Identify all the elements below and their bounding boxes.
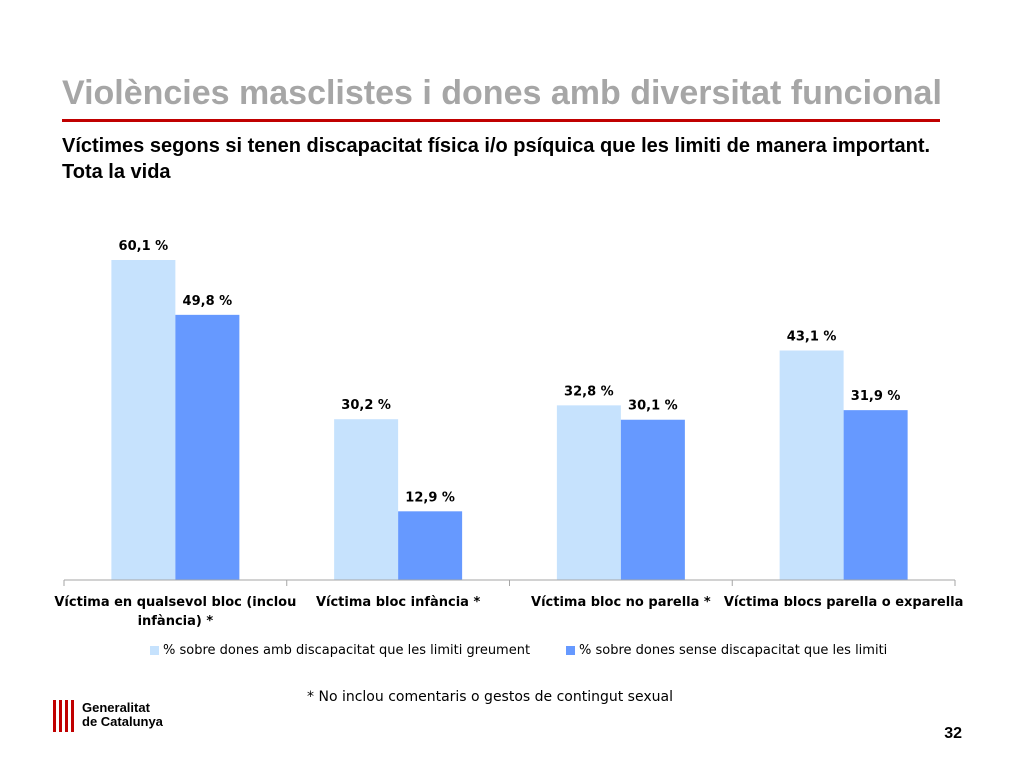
category-label-3: Víctima blocs parella o exparella bbox=[724, 595, 964, 610]
logo-line-2: de Catalunya bbox=[82, 714, 163, 729]
legend-label-with-disability: % sobre dones amb discapacitat que les l… bbox=[163, 643, 531, 658]
legend-item-without-disability: % sobre dones sense discapacitat que les… bbox=[566, 643, 887, 658]
category-label-line: Víctima blocs parella o exparella bbox=[724, 595, 964, 610]
bar-without-disability-0 bbox=[175, 314, 240, 580]
category-label-line: infància) * bbox=[138, 614, 214, 629]
bar-with-disability-3 bbox=[779, 350, 844, 580]
chart-legend: % sobre dones amb discapacitat que les l… bbox=[150, 643, 910, 663]
bar-with-disability-2 bbox=[556, 405, 621, 580]
legend-swatch-with-disability bbox=[150, 646, 159, 655]
page-number: 32 bbox=[944, 725, 962, 742]
data-label-with-disability-0: 60,1 % bbox=[119, 239, 169, 254]
category-label-0: Víctima en qualsevol bloc (inclou infànci… bbox=[54, 595, 296, 629]
bar-without-disability-2 bbox=[620, 419, 685, 580]
bar-without-disability-1 bbox=[398, 511, 463, 580]
title-divider bbox=[62, 119, 940, 122]
data-label-without-disability-0: 49,8 % bbox=[183, 294, 233, 309]
category-label-line: Víctima en qualsevol bloc (inclou bbox=[54, 595, 296, 610]
bar-with-disability-0 bbox=[111, 260, 176, 580]
data-label-with-disability-1: 30,2 % bbox=[341, 398, 391, 413]
logo-wordmark: Generalitat de Catalunya bbox=[82, 701, 163, 729]
data-label-without-disability-2: 30,1 % bbox=[628, 399, 678, 414]
data-label-without-disability-3: 31,9 % bbox=[851, 389, 901, 404]
bar-with-disability-1 bbox=[334, 419, 399, 580]
legend-label-without-disability: % sobre dones sense discapacitat que les… bbox=[579, 643, 888, 658]
senyera-icon bbox=[52, 700, 76, 732]
category-label-1: Víctima bloc infància * bbox=[316, 595, 481, 610]
bar-without-disability-3 bbox=[843, 410, 908, 580]
legend-item-with-disability: % sobre dones amb discapacitat que les l… bbox=[150, 643, 530, 658]
footnote: * No inclou comentaris o gestos de conti… bbox=[307, 689, 673, 705]
category-label-line: Víctima bloc no parella * bbox=[531, 595, 711, 610]
slide-title: Violències masclistes i dones amb divers… bbox=[62, 74, 942, 112]
generalitat-logo: Generalitat de Catalunya bbox=[52, 700, 182, 734]
bar-chart: 60,1 % 49,8 % Víctima en qualsevol bloc (i… bbox=[54, 239, 964, 629]
category-label-2: Víctima bloc no parella * bbox=[531, 595, 711, 610]
data-label-with-disability-2: 32,8 % bbox=[564, 384, 614, 399]
data-label-with-disability-3: 43,1 % bbox=[787, 330, 837, 345]
category-label-line: Víctima bloc infància * bbox=[316, 595, 481, 610]
data-label-without-disability-1: 12,9 % bbox=[405, 490, 455, 505]
legend-swatch-without-disability bbox=[566, 646, 575, 655]
logo-line-1: Generalitat bbox=[82, 700, 150, 715]
chart-subtitle: Víctimes segons si tenen discapacitat fí… bbox=[62, 135, 931, 183]
